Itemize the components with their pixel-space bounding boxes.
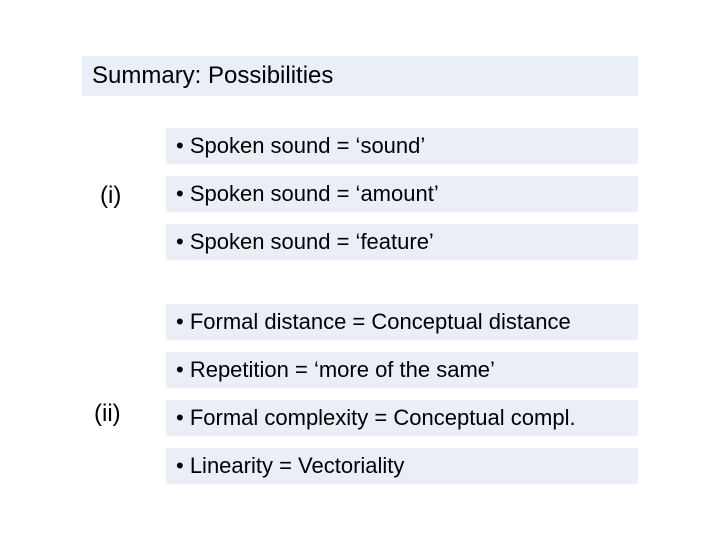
bullet-row: • Formal distance = Conceptual distance: [166, 304, 638, 340]
bullet-row: • Spoken sound = ‘sound’: [166, 128, 638, 164]
bullet-text: • Spoken sound = ‘amount’: [176, 181, 439, 207]
bullet-text: • Formal complexity = Conceptual compl.: [176, 405, 576, 431]
group-2-label: (ii): [94, 400, 121, 428]
bullet-text: • Repetition = ‘more of the same’: [176, 357, 495, 383]
bullet-text: • Linearity = Vectoriality: [176, 453, 404, 479]
title-band: Summary: Possibilities: [82, 56, 638, 96]
slide-title: Summary: Possibilities: [92, 62, 333, 90]
bullet-text: • Spoken sound = ‘feature’: [176, 229, 434, 255]
slide: Summary: Possibilities (i) (ii) • Spoken…: [0, 0, 720, 540]
bullet-row: • Spoken sound = ‘amount’: [166, 176, 638, 212]
bullet-text: • Spoken sound = ‘sound’: [176, 133, 425, 159]
group-1-label: (i): [100, 182, 121, 210]
bullet-row: • Formal complexity = Conceptual compl.: [166, 400, 638, 436]
bullet-row: • Repetition = ‘more of the same’: [166, 352, 638, 388]
bullet-text: • Formal distance = Conceptual distance: [176, 309, 571, 335]
bullet-row: • Spoken sound = ‘feature’: [166, 224, 638, 260]
bullet-row: • Linearity = Vectoriality: [166, 448, 638, 484]
